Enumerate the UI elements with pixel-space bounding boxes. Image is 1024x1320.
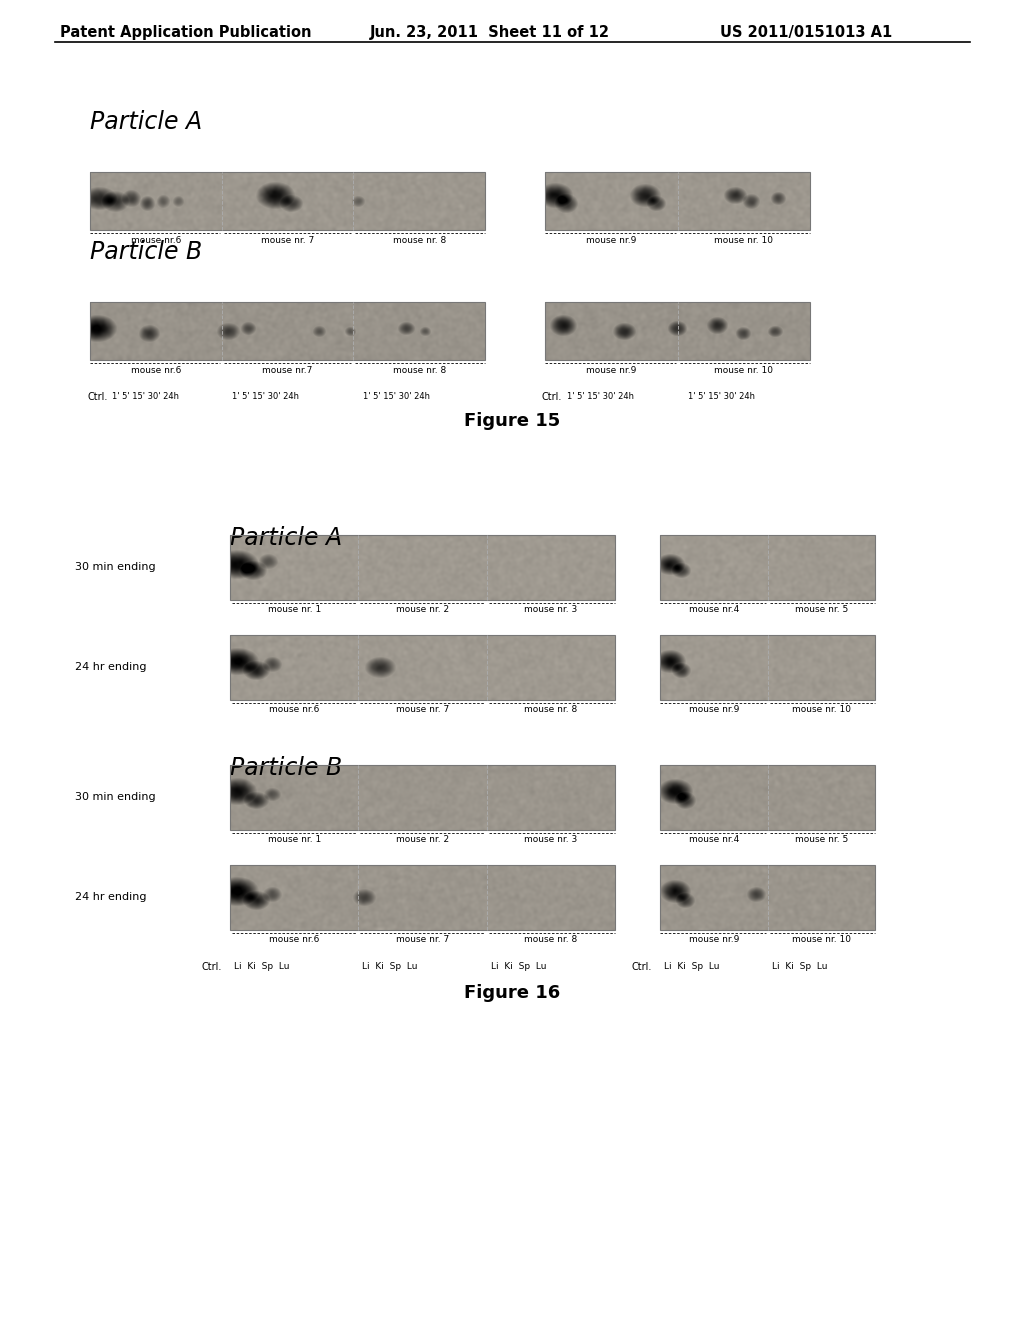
Text: 1' 5' 15' 30' 24h: 1' 5' 15' 30' 24h <box>567 392 634 401</box>
Text: mouse nr. 7: mouse nr. 7 <box>261 236 314 246</box>
Text: Particle B: Particle B <box>90 240 203 264</box>
Bar <box>230 766 615 830</box>
Bar <box>660 865 874 931</box>
Text: 24 hr ending: 24 hr ending <box>75 663 146 672</box>
Text: mouse nr.9: mouse nr.9 <box>586 366 637 375</box>
Text: mouse nr. 3: mouse nr. 3 <box>524 836 578 843</box>
Text: Li  Ki  Sp  Lu: Li Ki Sp Lu <box>362 962 418 972</box>
Text: mouse nr.6: mouse nr.6 <box>131 366 181 375</box>
Text: 30 min ending: 30 min ending <box>75 562 156 573</box>
Text: mouse nr. 8: mouse nr. 8 <box>524 935 578 944</box>
Text: mouse nr. 5: mouse nr. 5 <box>795 836 848 843</box>
Text: mouse nr. 5: mouse nr. 5 <box>795 605 848 614</box>
Text: 24 hr ending: 24 hr ending <box>75 892 146 903</box>
Bar <box>660 766 874 830</box>
Text: mouse nr. 8: mouse nr. 8 <box>524 705 578 714</box>
Bar <box>230 535 615 601</box>
Text: mouse nr.4: mouse nr.4 <box>688 605 739 614</box>
Text: mouse nr. 7: mouse nr. 7 <box>396 705 450 714</box>
Text: mouse nr. 10: mouse nr. 10 <box>715 236 773 246</box>
Bar <box>230 865 615 931</box>
Text: mouse nr. 8: mouse nr. 8 <box>392 366 445 375</box>
Text: Particle A: Particle A <box>230 525 342 550</box>
Text: Li  Ki  Sp  Lu: Li Ki Sp Lu <box>771 962 827 972</box>
Text: Ctrl.: Ctrl. <box>87 392 108 403</box>
Text: mouse nr.9: mouse nr.9 <box>586 236 637 246</box>
Text: Jun. 23, 2011  Sheet 11 of 12: Jun. 23, 2011 Sheet 11 of 12 <box>370 25 610 40</box>
Bar <box>90 172 485 230</box>
Text: US 2011/0151013 A1: US 2011/0151013 A1 <box>720 25 892 40</box>
Text: mouse nr. 1: mouse nr. 1 <box>267 836 321 843</box>
Text: Li  Ki  Sp  Lu: Li Ki Sp Lu <box>490 962 546 972</box>
Text: mouse nr.7: mouse nr.7 <box>262 366 312 375</box>
Bar <box>545 172 810 230</box>
Text: mouse nr. 10: mouse nr. 10 <box>715 366 773 375</box>
Text: Ctrl.: Ctrl. <box>632 962 652 972</box>
Text: mouse nr.6: mouse nr.6 <box>131 236 181 246</box>
Text: mouse nr. 1: mouse nr. 1 <box>267 605 321 614</box>
Text: mouse nr. 2: mouse nr. 2 <box>396 836 450 843</box>
Text: Figure 15: Figure 15 <box>464 412 560 430</box>
Text: 1' 5' 15' 30' 24h: 1' 5' 15' 30' 24h <box>687 392 755 401</box>
Text: mouse nr.6: mouse nr.6 <box>269 705 319 714</box>
Bar <box>660 535 874 601</box>
Text: 1' 5' 15' 30' 24h: 1' 5' 15' 30' 24h <box>231 392 299 401</box>
Text: mouse nr. 8: mouse nr. 8 <box>392 236 445 246</box>
Text: 1' 5' 15' 30' 24h: 1' 5' 15' 30' 24h <box>112 392 179 401</box>
Text: mouse nr. 10: mouse nr. 10 <box>792 705 851 714</box>
Bar <box>545 302 810 360</box>
Text: 30 min ending: 30 min ending <box>75 792 156 803</box>
Bar <box>230 635 615 700</box>
Text: mouse nr.4: mouse nr.4 <box>688 836 739 843</box>
Text: Figure 16: Figure 16 <box>464 983 560 1002</box>
Text: Ctrl.: Ctrl. <box>202 962 222 972</box>
Text: mouse nr. 7: mouse nr. 7 <box>396 935 450 944</box>
Text: Particle A: Particle A <box>90 110 202 135</box>
Text: Li  Ki  Sp  Lu: Li Ki Sp Lu <box>664 962 720 972</box>
Text: mouse nr.9: mouse nr.9 <box>688 935 739 944</box>
Bar <box>660 635 874 700</box>
Text: 1' 5' 15' 30' 24h: 1' 5' 15' 30' 24h <box>364 392 430 401</box>
Text: Particle B: Particle B <box>230 756 342 780</box>
Text: Li  Ki  Sp  Lu: Li Ki Sp Lu <box>234 962 290 972</box>
Text: mouse nr. 10: mouse nr. 10 <box>792 935 851 944</box>
Text: mouse nr.6: mouse nr.6 <box>269 935 319 944</box>
Bar <box>90 302 485 360</box>
Text: mouse nr. 3: mouse nr. 3 <box>524 605 578 614</box>
Text: Patent Application Publication: Patent Application Publication <box>60 25 311 40</box>
Text: Ctrl.: Ctrl. <box>542 392 562 403</box>
Text: mouse nr. 2: mouse nr. 2 <box>396 605 450 614</box>
Text: mouse nr.9: mouse nr.9 <box>688 705 739 714</box>
